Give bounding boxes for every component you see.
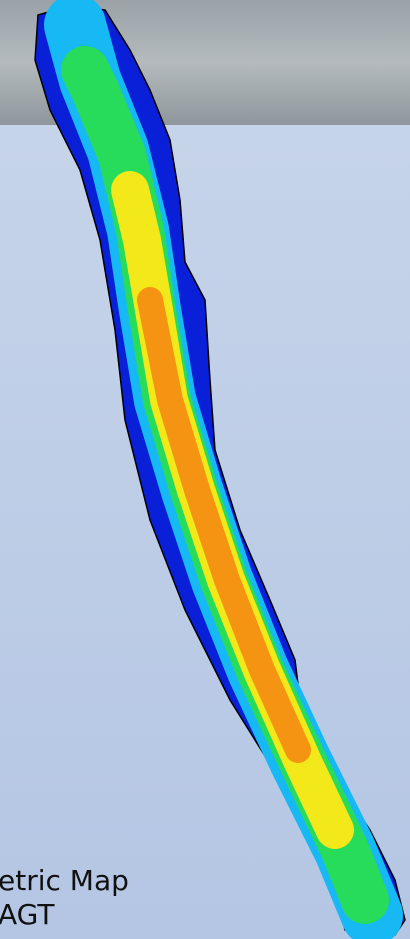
caption-line: AGT: [0, 898, 55, 931]
page: etric Map AGT (() => { const data = JSON…: [0, 0, 410, 939]
slide: etric Map AGT: [0, 0, 410, 939]
caption-line: etric Map: [0, 864, 129, 897]
